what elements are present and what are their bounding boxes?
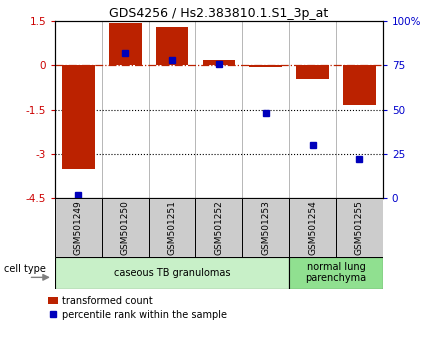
- Text: GSM501254: GSM501254: [308, 200, 317, 255]
- Text: GSM501252: GSM501252: [214, 200, 224, 255]
- Bar: [289, 257, 383, 289]
- Legend: transformed count, percentile rank within the sample: transformed count, percentile rank withi…: [44, 292, 231, 324]
- Text: GSM501249: GSM501249: [74, 200, 83, 255]
- Bar: [102, 198, 149, 257]
- Text: GSM501251: GSM501251: [168, 200, 176, 255]
- Text: GSM501255: GSM501255: [355, 200, 364, 255]
- Bar: [289, 198, 336, 257]
- Title: GDS4256 / Hs2.383810.1.S1_3p_at: GDS4256 / Hs2.383810.1.S1_3p_at: [109, 7, 329, 20]
- Bar: [156, 27, 188, 65]
- Bar: [202, 59, 235, 65]
- Bar: [249, 65, 282, 67]
- Text: GSM501250: GSM501250: [121, 200, 130, 255]
- Bar: [242, 198, 289, 257]
- Bar: [343, 65, 376, 105]
- Bar: [55, 257, 289, 289]
- Text: GSM501253: GSM501253: [261, 200, 270, 255]
- Bar: [296, 65, 329, 79]
- Text: caseous TB granulomas: caseous TB granulomas: [114, 268, 230, 278]
- Bar: [195, 198, 242, 257]
- Text: normal lung
parenchyma: normal lung parenchyma: [305, 262, 367, 284]
- Bar: [62, 65, 95, 169]
- Bar: [149, 198, 195, 257]
- Bar: [109, 23, 142, 65]
- Bar: [336, 198, 383, 257]
- Bar: [55, 198, 102, 257]
- Text: cell type: cell type: [4, 264, 46, 274]
